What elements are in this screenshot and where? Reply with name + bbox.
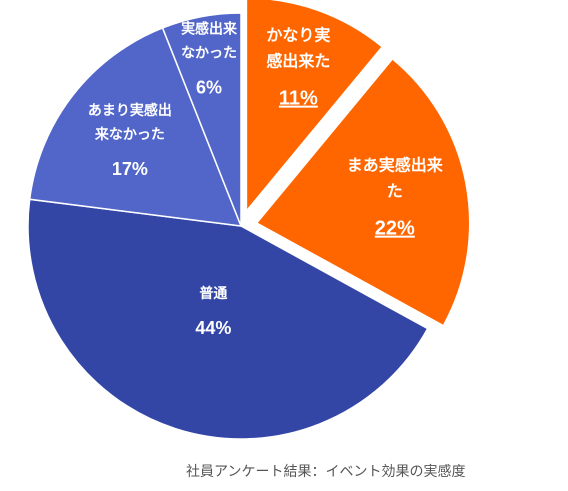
slice-category-label: 実感出来 — [181, 21, 238, 38]
slice-category-label: まあ実感出来 — [347, 156, 444, 175]
chart-source-caption: 社員アンケート結果：イベント効果の実感度 — [186, 464, 466, 480]
slice-category-label: かなり実 — [266, 26, 330, 45]
slice-category-label: なかった — [181, 46, 237, 62]
slice-percent-label: 6% — [196, 78, 222, 98]
pie-slice-3 — [28, 26, 243, 227]
slice-percent-label: 11% — [279, 88, 318, 110]
pie-slice-4 — [161, 12, 242, 227]
pie-slice-0 — [245, 0, 384, 214]
slice-label-group-2: 普通 44% — [195, 285, 231, 338]
slice-category-label: 来なかった — [94, 127, 165, 143]
slice-percent-label: 17% — [112, 159, 148, 179]
slice-category-label: 感出来た — [266, 52, 330, 71]
slice-category-label: あまり実感出 — [88, 102, 172, 119]
slice-category-label: た — [387, 182, 403, 201]
slice-percent-label: 44% — [195, 318, 231, 338]
pie-slice-1 — [255, 57, 471, 327]
pie-slice-2 — [27, 198, 429, 440]
slice-percent-label: 22% — [375, 218, 415, 240]
slice-category-label: 普通 — [199, 285, 227, 302]
